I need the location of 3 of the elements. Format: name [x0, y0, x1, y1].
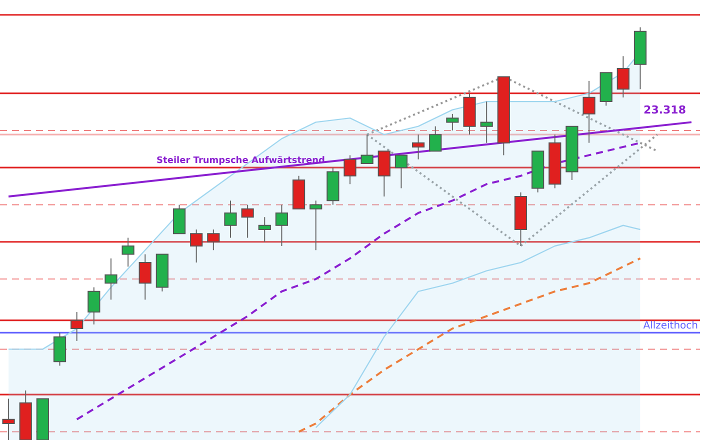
ref-line-label: Allzeithoch — [643, 320, 698, 332]
series-label: Steiler Trumpsche Aufwärtstrend — [156, 156, 325, 166]
annotation: 23.318 — [644, 104, 686, 117]
